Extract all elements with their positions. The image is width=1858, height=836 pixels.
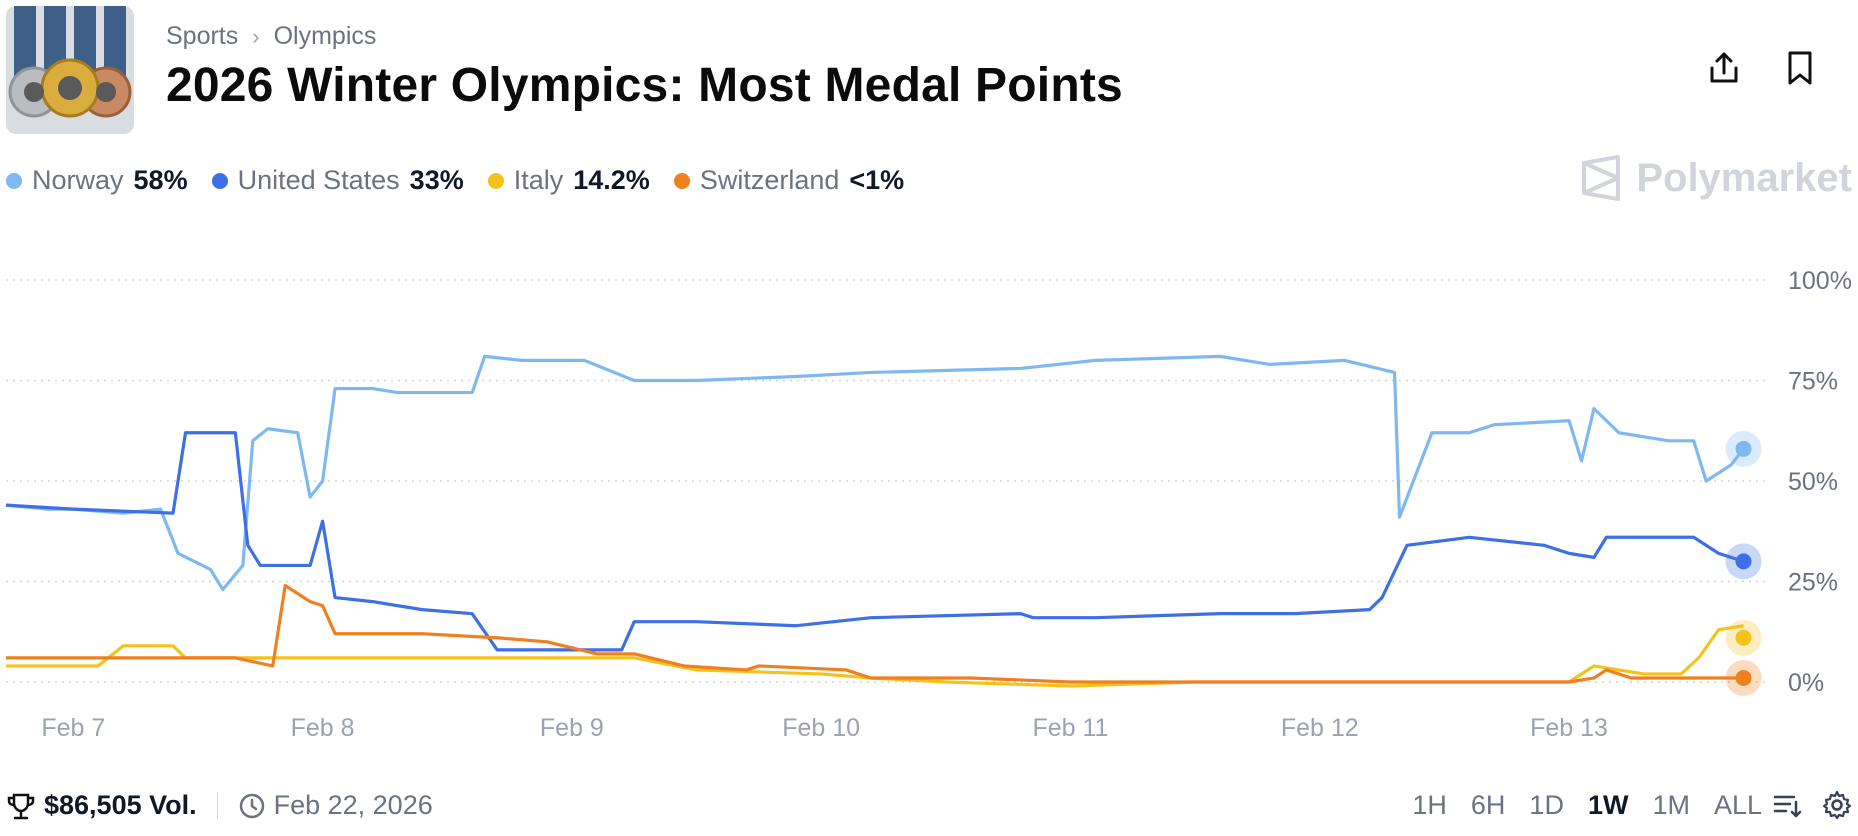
x-tick-label: Feb 8: [291, 714, 355, 742]
legend-name: Switzerland: [699, 165, 840, 195]
end-marker-united-states: [1735, 553, 1752, 570]
settings-button[interactable]: [1822, 790, 1852, 820]
x-tick-label: Feb 11: [1032, 714, 1108, 742]
breadcrumb: Sports › Olympics: [166, 22, 376, 51]
legend-item-norway[interactable]: Norway 58%: [6, 165, 188, 196]
legend-name: Italy: [513, 165, 564, 195]
x-tick-label: Feb 9: [540, 714, 604, 742]
series-line-norway: [5, 354, 1745, 592]
range-1w[interactable]: 1W: [1587, 790, 1629, 820]
legend-item-switzerland[interactable]: Switzerland <1%: [673, 165, 905, 196]
x-tick-label: Feb 7: [41, 714, 105, 742]
legend-dot: [211, 172, 228, 189]
range-all[interactable]: ALL: [1713, 790, 1762, 820]
footer-divider: [216, 792, 218, 819]
filter-list-icon: [1773, 795, 1802, 818]
legend-item-italy[interactable]: Italy 14.2%: [487, 165, 650, 196]
legend-name: Norway: [32, 165, 124, 195]
end-date-label: Feb 22, 2026: [273, 790, 433, 820]
polymarket-watermark: Polymarket: [1580, 155, 1852, 201]
chart-controls: [1772, 790, 1852, 820]
market-thumbnail: [6, 6, 134, 134]
end-marker-switzerland: [1735, 669, 1752, 686]
price-chart[interactable]: 0% 25% 50% 75% 100% Feb 7 Feb 8 Feb 9 Feb 10 Feb …: [0, 230, 1858, 750]
legend-name: United States: [237, 165, 400, 195]
gear-icon: [1822, 790, 1852, 820]
legend-value: 14.2%: [573, 165, 650, 195]
share-button[interactable]: [1706, 48, 1742, 88]
y-tick-label: 0%: [1788, 669, 1824, 697]
chart-legend: Norway 58% United States 33% Italy 14.2%…: [6, 165, 904, 196]
breadcrumb-olympics[interactable]: Olympics: [273, 22, 377, 50]
page-title: 2026 Winter Olympics: Most Medal Points: [166, 59, 1123, 112]
brand-name: Polymarket: [1636, 155, 1852, 200]
volume-label: $86,505 Vol.: [44, 790, 197, 820]
bookmark-button[interactable]: [1782, 48, 1818, 88]
legend-dot: [487, 172, 504, 189]
end-marker-italy: [1735, 629, 1752, 646]
clock-icon: [239, 793, 264, 818]
legend-value: <1%: [849, 165, 905, 195]
range-1h[interactable]: 1H: [1412, 790, 1447, 820]
range-1m[interactable]: 1M: [1652, 790, 1690, 820]
legend-dot: [673, 172, 690, 189]
trophy-icon: [7, 793, 35, 819]
legend-value: 58%: [133, 165, 188, 195]
y-tick-label: 75%: [1788, 368, 1838, 396]
bookmark-icon: [1788, 51, 1812, 85]
time-range-selector: 1H 6H 1D 1W 1M ALL: [1412, 790, 1762, 821]
top-actions: [1706, 48, 1818, 88]
footer-info: $86,505 Vol. Feb 22, 2026: [6, 790, 433, 821]
range-1d[interactable]: 1D: [1529, 790, 1564, 820]
x-tick-label: Feb 12: [1281, 714, 1359, 742]
y-tick-label: 50%: [1788, 468, 1838, 496]
x-tick-label: Feb 13: [1530, 714, 1608, 742]
legend-value: 33%: [409, 165, 464, 195]
filter-button[interactable]: [1772, 790, 1802, 820]
range-6h[interactable]: 6H: [1470, 790, 1506, 820]
y-tick-label: 25%: [1788, 569, 1838, 597]
legend-dot: [6, 172, 22, 189]
share-icon: [1710, 52, 1738, 83]
series-line-united-states: [5, 431, 1745, 652]
legend-item-united-states[interactable]: United States 33%: [211, 165, 464, 196]
breadcrumb-sports[interactable]: Sports: [166, 22, 239, 50]
x-tick-label: Feb 10: [782, 714, 860, 742]
series-line-switzerland: [6, 583, 1744, 684]
chevron-right-icon: ›: [252, 23, 260, 49]
end-marker-norway: [1735, 440, 1752, 457]
y-tick-label: 100%: [1788, 267, 1852, 295]
polymarket-logo-icon: [1582, 155, 1621, 201]
